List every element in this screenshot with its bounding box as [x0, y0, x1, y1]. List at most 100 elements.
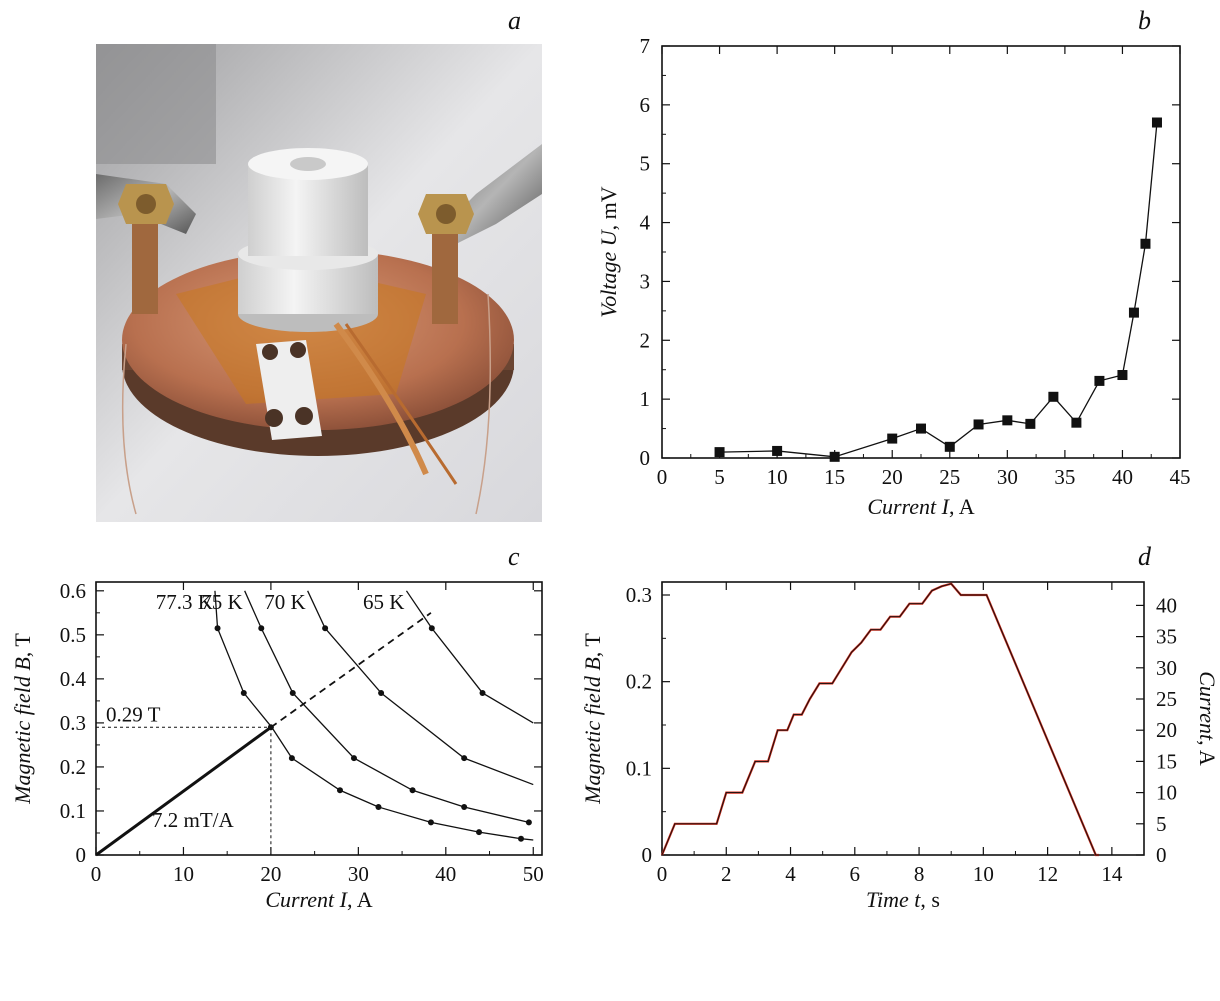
b-data-point	[829, 451, 840, 462]
d-y2tick-label: 0	[1156, 843, 1167, 867]
d-xtick-label: 12	[1037, 862, 1058, 886]
b-ylabel-italic: Voltage U	[596, 228, 621, 317]
b-xtick-label: 10	[767, 465, 788, 489]
b-ylabel-unit: , mV	[596, 186, 621, 230]
b-data-point	[772, 445, 783, 456]
c-curve-label-3: 65 K	[363, 590, 404, 614]
c-curve-point	[322, 625, 329, 632]
c-curve-point	[461, 755, 468, 762]
d-xtick-label: 8	[914, 862, 925, 886]
b-ytick-label: 4	[640, 211, 651, 235]
d-y2tick-label: 25	[1156, 687, 1177, 711]
c-curve-point	[461, 804, 468, 811]
c-curve-point	[378, 689, 385, 696]
d-ytick-label: 0.2	[626, 670, 652, 694]
b-xtick-label: 35	[1054, 465, 1075, 489]
d-y2label-italic: Current	[1195, 671, 1220, 741]
d-plot-frame	[661, 581, 1145, 856]
b-series-line	[719, 122, 1158, 458]
c-curve-point	[240, 689, 247, 696]
c-xtick-label: 0	[91, 862, 102, 886]
c-curve-point	[214, 625, 221, 632]
c-operating-point	[267, 724, 274, 731]
d-y2label: Current, A	[1195, 671, 1220, 766]
c-curve-label-0: 77.3 K	[156, 590, 213, 614]
b-data-point	[1094, 375, 1105, 386]
chart-d: 0 2 4 6 8 10 12 14 0 0.1 0.2 0.3 0 5 10 15 20 25 30 35 40 Tim…	[580, 581, 1220, 912]
c-curve-point	[289, 689, 296, 696]
d-y2tick-label: 40	[1156, 593, 1177, 617]
b-ytick-label: 6	[640, 93, 651, 117]
c-curve-point	[336, 787, 343, 794]
c-curve-1	[244, 590, 530, 824]
b-xtick-label: 0	[657, 465, 668, 489]
c-curve-point	[476, 829, 483, 836]
c-load-line	[95, 726, 272, 857]
c-curve-point	[350, 755, 357, 762]
b-ytick-label: 2	[640, 328, 651, 352]
b-xtick-label: 45	[1170, 465, 1191, 489]
d-xtick-label: 6	[850, 862, 861, 886]
d-ylabel: Magnetic field B, T	[580, 633, 605, 805]
c-ytick-label: 0.4	[60, 667, 87, 691]
d-y2tick-label: 15	[1156, 749, 1177, 773]
c-field-label: 0.29 T	[106, 702, 161, 726]
b-ytick-label: 1	[640, 387, 651, 411]
c-curve-point	[258, 625, 265, 632]
b-data-point	[944, 441, 955, 452]
b-xlabel-unit: , A	[949, 494, 975, 519]
b-ytick-label: 0	[640, 446, 651, 470]
b-data-point	[1117, 370, 1128, 381]
c-plot-frame	[95, 581, 543, 856]
b-plot-frame	[661, 45, 1181, 459]
photo-drawing	[96, 44, 542, 522]
d-y2tick-label: 5	[1156, 812, 1167, 836]
c-ytick-label: 0.1	[60, 799, 86, 823]
d-y2label-unit: , A	[1195, 740, 1220, 766]
d-ytick-label: 0.1	[626, 756, 652, 780]
c-ytick-label: 0.6	[60, 579, 86, 603]
c-curve-point	[428, 625, 435, 632]
d-xtick-label: 0	[657, 862, 668, 886]
c-ytick-label: 0	[76, 843, 87, 867]
c-slope-label: 7.2 mT/A	[152, 808, 234, 832]
c-xtick-label: 50	[523, 862, 544, 886]
d-xlabel: Time t, s	[866, 887, 940, 912]
d-xlabel-italic: Time t	[866, 887, 921, 912]
photo-experimental-setup	[96, 44, 542, 522]
b-data-point	[1151, 117, 1162, 128]
b-xtick-label: 25	[939, 465, 960, 489]
d-y2tick-label: 30	[1156, 656, 1177, 680]
c-xtick-label: 10	[173, 862, 194, 886]
c-curve-label-2: 70 K	[264, 590, 305, 614]
b-ylabel: Voltage U, mV	[596, 186, 621, 318]
c-curve-3	[405, 590, 534, 724]
c-xtick-label: 20	[260, 862, 281, 886]
sample-holder	[256, 340, 322, 440]
d-xtick-label: 10	[973, 862, 994, 886]
b-xtick-label: 15	[824, 465, 845, 489]
panel-letter-a: a	[508, 6, 521, 35]
b-data-point	[1048, 391, 1059, 402]
c-curve-point	[409, 787, 416, 794]
panel-letter-d: d	[1138, 542, 1151, 571]
c-ytick-label: 0.5	[60, 623, 86, 647]
d-xtick-label: 4	[785, 862, 796, 886]
b-xtick-label: 5	[714, 465, 725, 489]
d-y2tick-label: 20	[1156, 718, 1177, 742]
c-curve-point	[479, 689, 486, 696]
b-data-point	[1002, 415, 1013, 426]
d-xtick-label: 14	[1101, 862, 1123, 886]
c-curve-point	[288, 755, 295, 762]
c-xlabel: Current I, A	[265, 887, 372, 912]
d-xtick-label: 2	[721, 862, 732, 886]
c-ylabel-unit: , T	[10, 633, 35, 658]
d-ytick-label: 0.3	[626, 583, 652, 607]
bolt-right	[418, 194, 474, 324]
c-curve-point	[427, 819, 434, 826]
d-series-black	[661, 583, 1100, 856]
chart-c: 0 10 20 30 40 50 0 0.1 0.2 0.3 0.4 0.5 0.6 Current I,…	[10, 579, 544, 912]
d-ylabel-unit: , T	[580, 633, 605, 658]
ceramic-cylinder	[238, 148, 378, 332]
